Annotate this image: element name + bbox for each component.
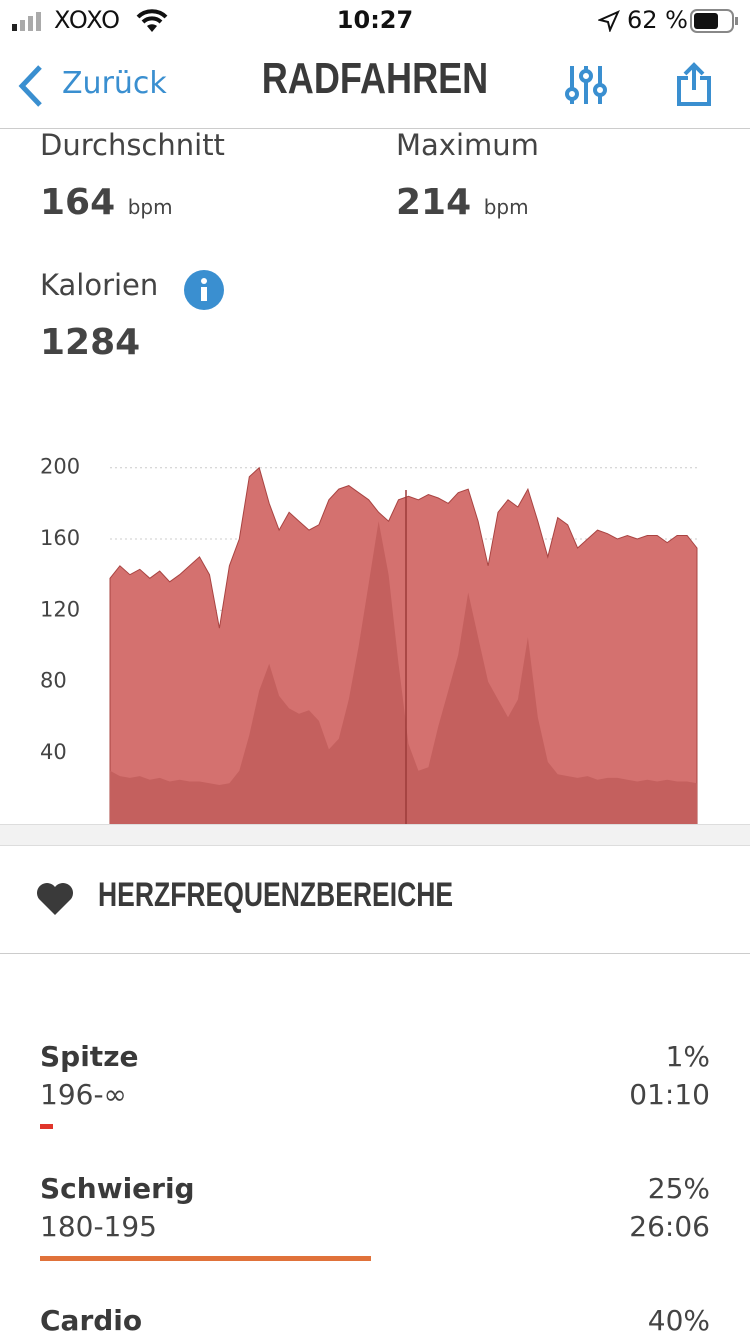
zone-percent: 1% [665, 1040, 710, 1073]
zone-name: Spitze [40, 1040, 139, 1073]
stat-unit: bpm [127, 195, 173, 219]
carrier: XOXO [54, 6, 121, 34]
stat-unit: bpm [483, 195, 529, 219]
battery-icon [690, 9, 738, 33]
heart-rate-chart: 40 80 120 160 200 [40, 455, 698, 825]
stat-number: 164 [40, 182, 116, 223]
stat-value: 214 bpm [396, 182, 529, 223]
area [110, 521, 697, 825]
zone-percent: 25% [647, 1172, 710, 1205]
zone-name: Cardio [40, 1304, 143, 1337]
stat-value: 1284 [40, 322, 141, 363]
separator [0, 824, 750, 846]
stat-value: 164 bpm [40, 182, 173, 223]
back-button[interactable]: Zurück [62, 66, 167, 101]
zone-time: 01:10 [629, 1078, 710, 1111]
share-button[interactable] [676, 62, 712, 108]
stat-label: Kalorien [40, 268, 159, 302]
heart-icon [37, 883, 73, 915]
y-tick-label: 40 [40, 740, 67, 764]
divider [0, 953, 750, 954]
location-icon [598, 10, 620, 32]
info-button[interactable] [184, 270, 224, 310]
section-title: HERZFREQUENZBEREICHE [98, 876, 454, 914]
y-tick-label: 160 [40, 526, 80, 550]
zone-bar [40, 1256, 372, 1261]
zone-name: Schwierig [40, 1172, 195, 1205]
battery-level: 62 % [627, 6, 688, 34]
y-tick-label: 80 [40, 669, 67, 693]
clock: 10:27 [336, 6, 414, 34]
signal-icon [12, 12, 41, 31]
zone-range: 196-∞ [40, 1078, 127, 1111]
stat-label: Maximum [396, 128, 539, 162]
nav-bar: Zurück RADFAHREN [0, 42, 750, 129]
zone-range: 180-195 [40, 1210, 157, 1243]
nav-title: RADFAHREN [261, 54, 489, 103]
back-chevron[interactable] [16, 64, 46, 108]
zone-time: 26:06 [629, 1210, 710, 1243]
zone-percent: 40% [647, 1304, 710, 1337]
y-tick-label: 120 [40, 597, 80, 621]
filter-button[interactable] [564, 64, 608, 108]
zone-bar [40, 1124, 54, 1129]
wifi-icon [136, 9, 168, 32]
status-bar: XOXO 10:27 62 % [0, 0, 750, 42]
stat-label: Durchschnitt [40, 128, 225, 162]
stat-number: 214 [396, 182, 472, 223]
y-tick-label: 200 [40, 455, 80, 479]
